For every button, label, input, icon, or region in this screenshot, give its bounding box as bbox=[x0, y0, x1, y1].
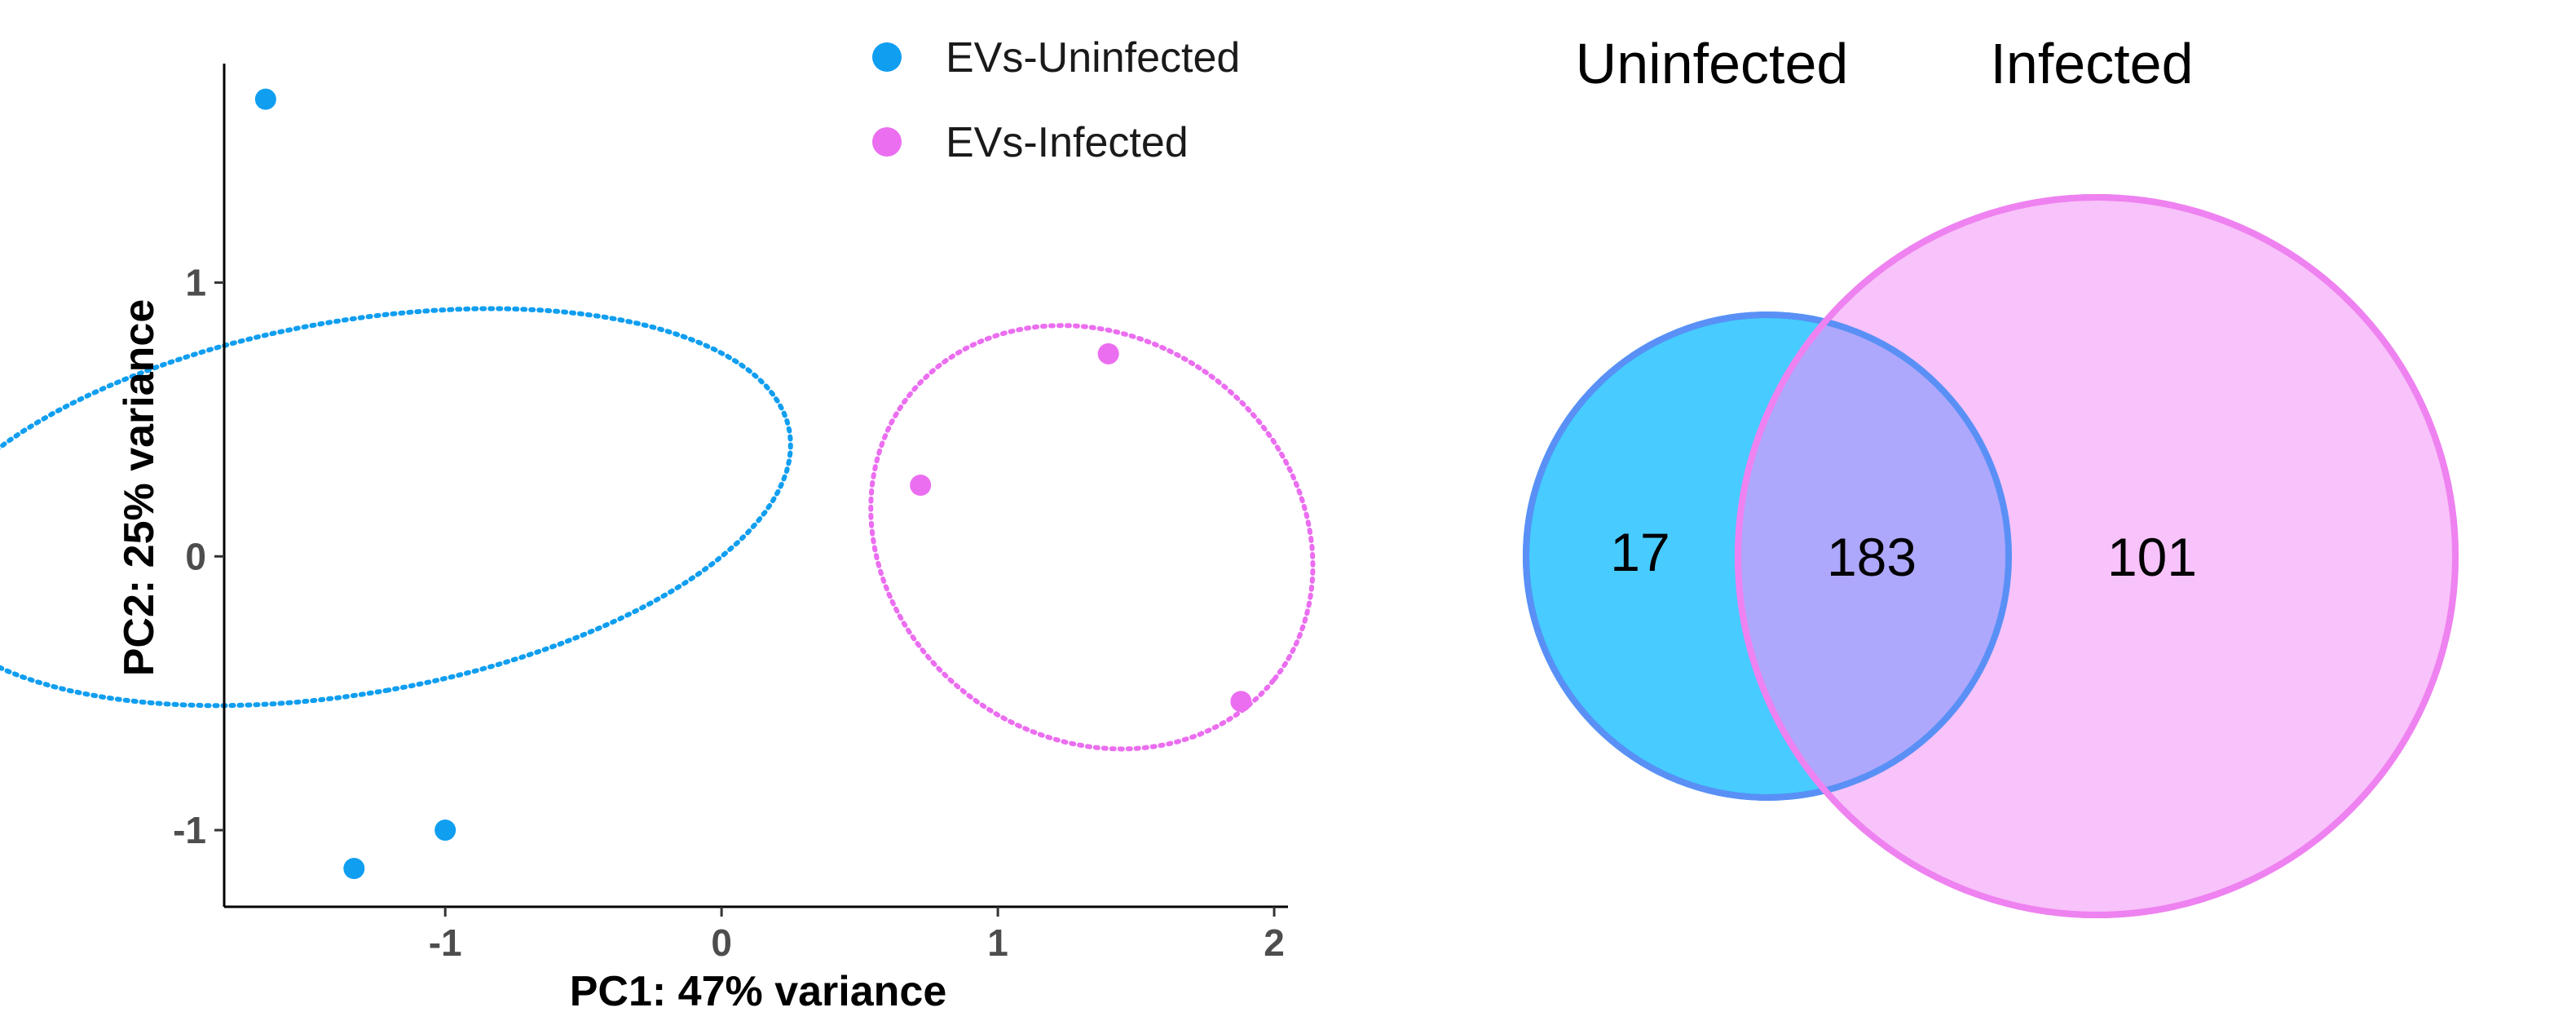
legend-label: EVs-Uninfected bbox=[946, 34, 1240, 82]
point-infected bbox=[910, 475, 932, 496]
x-tick-label: 0 bbox=[711, 921, 732, 964]
point-uninfected bbox=[343, 858, 365, 879]
pca-plot: -1 0 1 2 -1 0 1 PC1: 47% variance PC2: 25% var… bbox=[0, 34, 1316, 1015]
y-axis-title: PC2: 25% variance bbox=[116, 299, 163, 677]
venn-count-uninfected-only: 17 bbox=[1610, 522, 1670, 582]
legend-label: EVs-Infected bbox=[946, 119, 1189, 166]
pca-ticks: -1 0 1 2 -1 0 1 bbox=[173, 262, 1285, 964]
x-tick-label: 2 bbox=[1264, 921, 1285, 964]
y-tick-label: 0 bbox=[185, 535, 206, 577]
legend: EVs-Uninfected EVs-Infected bbox=[872, 34, 1240, 166]
point-infected bbox=[1097, 342, 1119, 365]
y-tick-label: 1 bbox=[185, 262, 206, 304]
point-infected bbox=[1230, 691, 1252, 713]
ellipse-uninfected bbox=[0, 306, 793, 709]
venn-outline-uninfected bbox=[1523, 312, 2012, 801]
y-tick-label: -1 bbox=[173, 809, 206, 851]
point-uninfected bbox=[434, 820, 457, 841]
venn-outline-infected bbox=[1735, 194, 2459, 918]
venn-count-both: 183 bbox=[1827, 527, 1917, 587]
venn-set-label-uninfected: Uninfected bbox=[1576, 32, 1849, 95]
venn-count-infected-only: 101 bbox=[2107, 527, 2197, 587]
legend-marker bbox=[872, 127, 902, 157]
x-axis-title: PC1: 47% variance bbox=[570, 968, 947, 1015]
venn-overlap-region bbox=[1738, 315, 2009, 798]
legend-marker bbox=[872, 42, 902, 72]
pca-ellipses bbox=[0, 306, 1316, 752]
point-uninfected bbox=[254, 88, 276, 110]
pca-points bbox=[254, 88, 1252, 879]
venn-set-label-infected: Infected bbox=[1990, 32, 2193, 95]
x-tick-label: 1 bbox=[987, 921, 1008, 964]
x-tick-label: -1 bbox=[429, 921, 462, 964]
ellipse-infected bbox=[868, 323, 1316, 752]
venn-diagram: Uninfected Infected 17 183 101 bbox=[1523, 32, 2459, 918]
